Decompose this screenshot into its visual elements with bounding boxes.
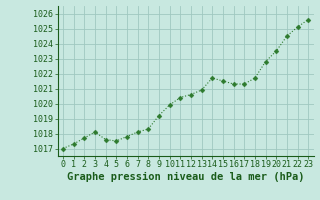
X-axis label: Graphe pression niveau de la mer (hPa): Graphe pression niveau de la mer (hPa)	[67, 172, 304, 182]
